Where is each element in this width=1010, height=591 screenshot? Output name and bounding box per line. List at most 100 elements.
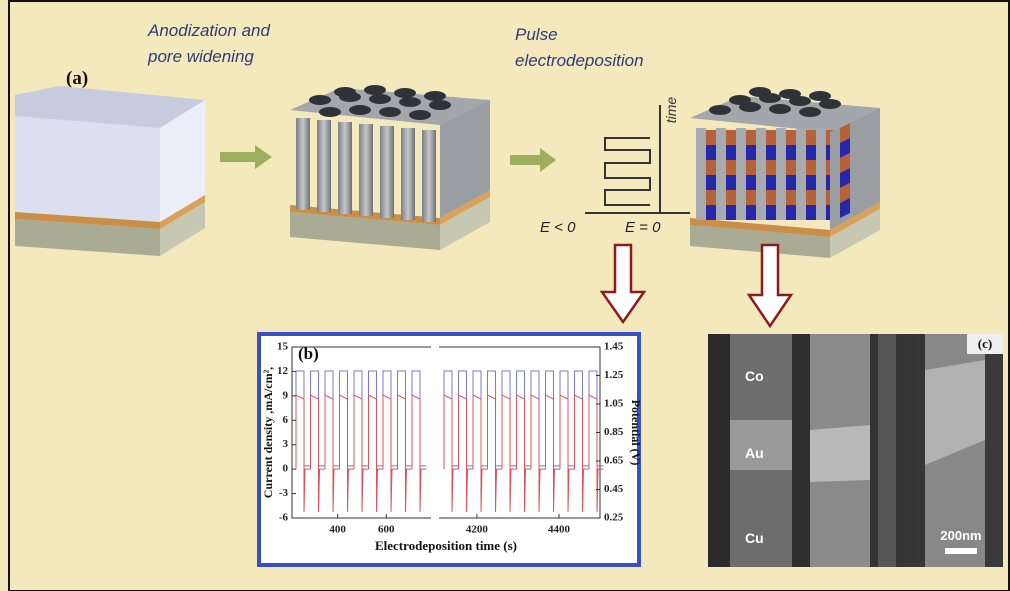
y-tick-label: 0 [283,463,289,475]
pore-wall [317,120,331,212]
segment [806,190,816,205]
segment [766,145,776,160]
panel-label: (c) [978,336,992,351]
material-label: Co [745,368,764,384]
y2-axis-label: Potential (V) [629,400,643,466]
segment [726,160,736,175]
pore [334,87,356,97]
figure: Anodization and pore widening Pulse elec… [0,0,1010,591]
pore-wall [401,128,415,220]
y-tick-label: -6 [279,512,289,524]
pore [424,91,446,101]
y2-tick-label: 0.85 [604,426,624,438]
segment [706,160,716,175]
pore-wall [359,124,373,216]
pore-wall [756,128,766,220]
segment [766,205,776,220]
segment [786,145,796,160]
segment [746,175,756,190]
segment [766,175,776,190]
segment [786,160,796,175]
pore [319,107,341,117]
y-tick-label: 12 [277,365,289,377]
pore [364,85,386,95]
e-zero-label: E = 0 [625,219,661,236]
material-label: Cu [745,530,764,546]
pore-wall [338,122,352,214]
material-label: Au [745,445,764,461]
x-tick-label: 600 [378,524,395,536]
pore-wall [696,128,706,220]
segment [766,160,776,175]
substrate-block [15,86,205,256]
segment [786,205,796,220]
porous-template [290,85,490,250]
y2-tick-label: 1.25 [604,369,624,381]
pore-wall [776,128,786,220]
segment [746,190,756,205]
pore [309,95,331,105]
segment [806,175,816,190]
segment [706,175,716,190]
y2-tick-label: 0.25 [604,512,624,524]
segment [726,175,736,190]
panel-label: (a) [66,68,88,89]
step1-line: pore widening [147,47,254,66]
y-tick-label: 15 [277,341,289,353]
pore [349,105,371,115]
segment [806,205,816,220]
pore-wall [716,128,726,220]
y-tick-label: 6 [283,414,289,426]
segment [726,190,736,205]
multilayer-nanowires [690,87,880,258]
segment [746,205,756,220]
x-axis-label: Electrodeposition time (s) [375,538,517,553]
segment [706,145,716,160]
pore [379,107,401,117]
y-axis-label: Current density ,mA/cm², [261,367,275,498]
segment [726,145,736,160]
y2-tick-label: 0.45 [604,483,624,495]
pore [799,107,821,117]
pore [779,89,801,99]
segment [766,130,776,145]
panel-label: (b) [298,344,319,363]
y-tick-label: -3 [279,487,289,499]
pore [769,104,791,114]
pore [394,88,416,98]
pore [729,95,751,105]
pore-wall [796,128,806,220]
pore [429,100,451,110]
e-negative-label: E < 0 [540,219,576,236]
segment [766,190,776,205]
time-label: time [663,97,679,124]
pore [409,110,431,120]
pore-wall [736,128,746,220]
step2-line: electrodeposition [515,51,644,70]
segment [746,145,756,160]
pore-wall [380,126,394,218]
x-tick-label: 4400 [548,524,571,536]
segment [806,160,816,175]
y2-tick-label: 0.65 [604,455,624,467]
y2-tick-label: 1.45 [604,341,624,353]
pore [749,87,771,97]
segment [726,130,736,145]
pore [399,97,421,107]
segment [726,205,736,220]
segment [786,130,796,145]
segment [786,190,796,205]
scale-bar-label: 200nm [940,528,981,543]
segment [806,130,816,145]
segment [706,190,716,205]
x-tick-label: 4200 [466,524,489,536]
step1-line: Anodization and [147,21,270,40]
segment [746,130,756,145]
segment [706,130,716,145]
pore-wall [422,130,436,222]
pore [709,105,731,115]
pore-wall [816,128,826,220]
segment [746,160,756,175]
step2-line: Pulse [515,25,558,44]
y-tick-label: 9 [283,389,289,401]
